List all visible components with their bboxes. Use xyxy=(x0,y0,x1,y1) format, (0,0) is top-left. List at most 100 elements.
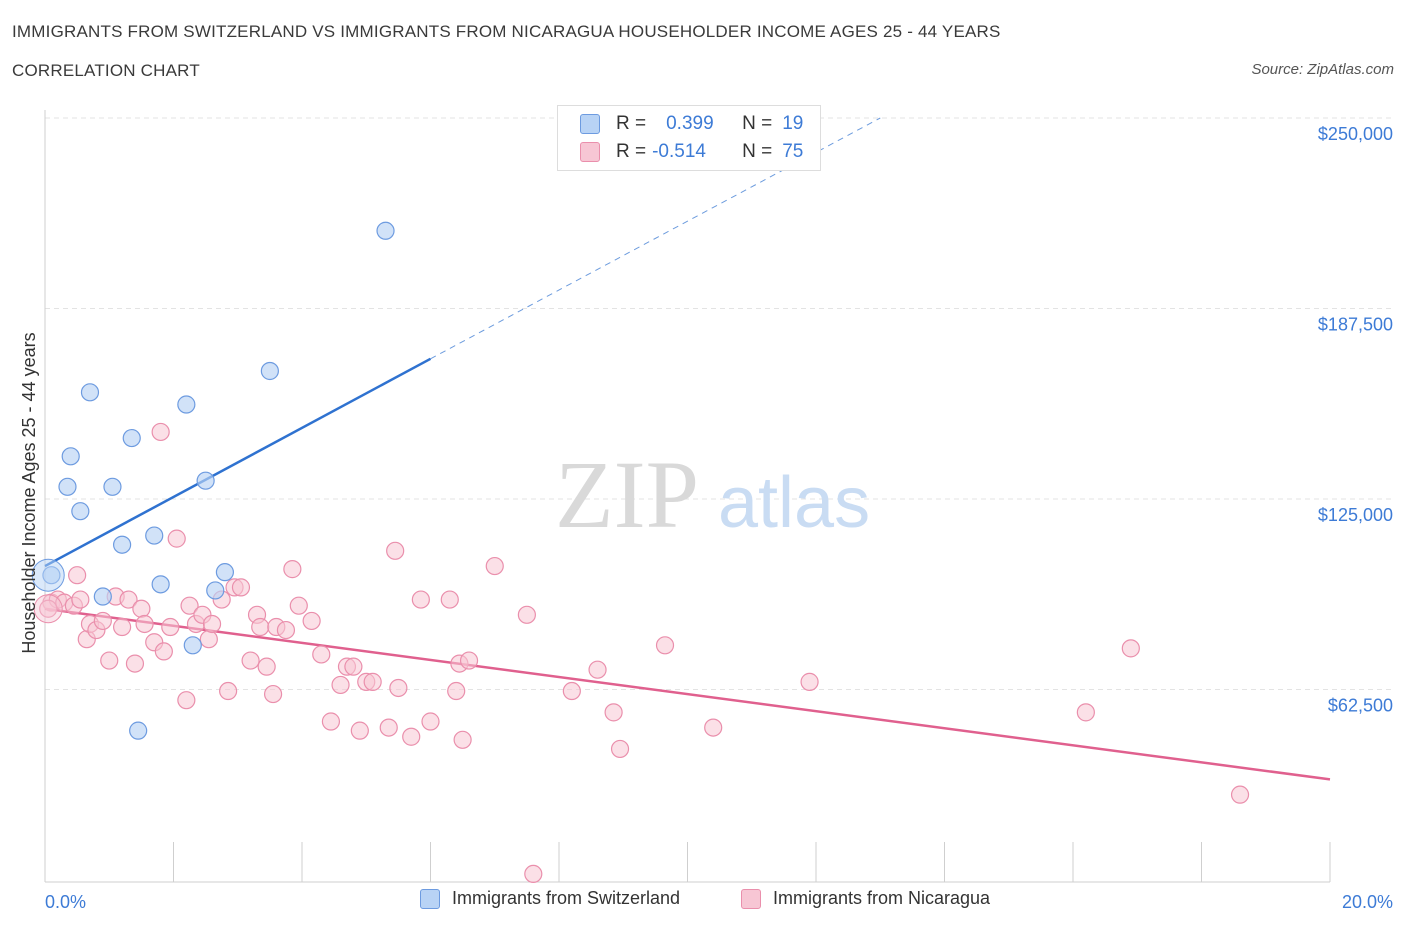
stats-row-nicaragua: R = -0.514 N = 75 xyxy=(580,138,803,166)
switzerland-point xyxy=(71,502,90,521)
chart-title: IMMIGRANTS FROM SWITZERLAND VS IMMIGRANT… xyxy=(12,22,1001,41)
nicaragua-point xyxy=(363,672,382,691)
nicaragua-point xyxy=(135,614,154,634)
nicaragua-point xyxy=(263,684,283,704)
legend-swatch-nicaragua xyxy=(741,888,761,909)
nicaragua-swatch xyxy=(580,142,600,162)
switzerland-point xyxy=(80,383,100,402)
switzerland-point xyxy=(206,581,225,600)
nicaragua-point xyxy=(125,654,145,673)
nicaragua-point xyxy=(112,617,132,637)
legend-label-nicaragua: Immigrants from Nicaragua xyxy=(773,888,991,908)
nicaragua-point xyxy=(588,660,607,679)
axes xyxy=(44,110,1331,883)
nicaragua-point xyxy=(411,590,430,609)
legend-swatch-switzerland xyxy=(420,888,440,909)
trend-lines xyxy=(44,117,1331,781)
nicaragua-point xyxy=(379,718,398,737)
nicaragua-point xyxy=(447,681,466,701)
nicaragua-point xyxy=(251,617,270,637)
watermark-zip: ZIP xyxy=(555,441,699,548)
nicaragua-n-value: 75 xyxy=(782,141,804,162)
y-axis-label: Householder Income Ages 25 - 44 years xyxy=(19,332,39,653)
nicaragua-point xyxy=(302,611,321,631)
nicaragua-point xyxy=(167,529,186,548)
nicaragua-point xyxy=(386,541,405,560)
nicaragua-point xyxy=(350,721,369,740)
nicaragua-point xyxy=(202,614,222,634)
switzerland-point xyxy=(129,721,148,740)
nicaragua-point xyxy=(161,617,180,637)
nicaragua-point xyxy=(321,712,341,731)
legend-label-switzerland: Immigrants from Switzerland xyxy=(452,888,681,908)
switzerland-trend-extension xyxy=(430,117,881,360)
legend-item-nicaragua[interactable]: Immigrants from Nicaragua xyxy=(741,888,990,909)
switzerland-point xyxy=(260,361,279,381)
nicaragua-point xyxy=(344,657,363,676)
nicaragua-point xyxy=(151,422,170,442)
nicaragua-point xyxy=(68,566,87,585)
nicaragua-point xyxy=(33,594,63,624)
switzerland-point xyxy=(112,535,132,554)
nicaragua-trend-line xyxy=(44,607,1331,781)
nicaragua-point xyxy=(517,605,536,624)
nicaragua-point xyxy=(132,599,151,618)
nicaragua-point xyxy=(331,675,350,695)
r-label: R = xyxy=(616,113,647,134)
x-tick-label-min: 0.0% xyxy=(45,892,86,912)
nicaragua-point xyxy=(219,681,238,701)
nicaragua-point xyxy=(199,630,218,649)
nicaragua-point xyxy=(485,556,504,576)
chart-subtitle: CORRELATION CHART xyxy=(12,61,200,80)
nicaragua-point xyxy=(604,703,623,722)
switzerland-trend-line xyxy=(44,357,432,568)
switzerland-point xyxy=(58,477,77,496)
nicaragua-point xyxy=(459,651,479,670)
nicaragua-point xyxy=(241,651,260,670)
chart-legend: Immigrants from Switzerland Immigrants f… xyxy=(0,888,1406,918)
switzerland-point xyxy=(196,471,215,490)
switzerland-n-value: 19 xyxy=(782,113,804,134)
x-tick-label-max: 20.0% xyxy=(1342,892,1393,912)
switzerland-point xyxy=(122,428,141,448)
switzerland-point xyxy=(177,395,196,414)
nicaragua-point xyxy=(276,620,296,640)
nicaragua-point xyxy=(257,657,276,676)
axis-labels: $62,500 $125,000 $187,500 $250,000 0.0% 20.0% xyxy=(45,124,1393,912)
switzerland-point xyxy=(376,221,395,240)
nicaragua-point xyxy=(524,864,543,884)
nicaragua-point xyxy=(655,636,675,655)
nicaragua-point xyxy=(119,590,138,609)
nicaragua-point xyxy=(440,590,459,609)
nicaragua-point xyxy=(100,651,119,670)
n-label: N = xyxy=(742,141,773,162)
switzerland-point xyxy=(151,575,170,594)
stats-row-switzerland: R = 0.399 N = 19 xyxy=(580,110,803,138)
nicaragua-point xyxy=(453,730,472,749)
grid-lines xyxy=(45,117,1395,690)
nicaragua-point xyxy=(1121,639,1140,658)
nicaragua-point xyxy=(39,599,58,618)
switzerland-swatch xyxy=(580,114,600,134)
nicaragua-point xyxy=(800,672,819,691)
switzerland-point xyxy=(215,563,234,582)
watermark: ZIP atlas xyxy=(555,441,870,548)
y-tick-label: $250,000 xyxy=(1318,124,1393,144)
nicaragua-point xyxy=(231,578,251,597)
switzerland-point xyxy=(183,636,202,655)
nicaragua-point xyxy=(562,681,581,701)
data-points xyxy=(31,221,1250,884)
nicaragua-point xyxy=(1076,703,1095,722)
y-tick-label: $187,500 xyxy=(1318,315,1393,335)
legend-item-switzerland[interactable]: Immigrants from Switzerland xyxy=(420,888,680,909)
switzerland-r-value: 0.399 xyxy=(666,113,714,134)
nicaragua-point xyxy=(154,642,173,661)
nicaragua-point xyxy=(312,645,331,664)
nicaragua-point xyxy=(402,727,421,746)
n-label: N = xyxy=(742,113,773,134)
switzerland-point xyxy=(61,447,80,466)
switzerland-point xyxy=(145,526,164,545)
nicaragua-point xyxy=(289,596,308,615)
nicaragua-point xyxy=(1230,785,1250,804)
